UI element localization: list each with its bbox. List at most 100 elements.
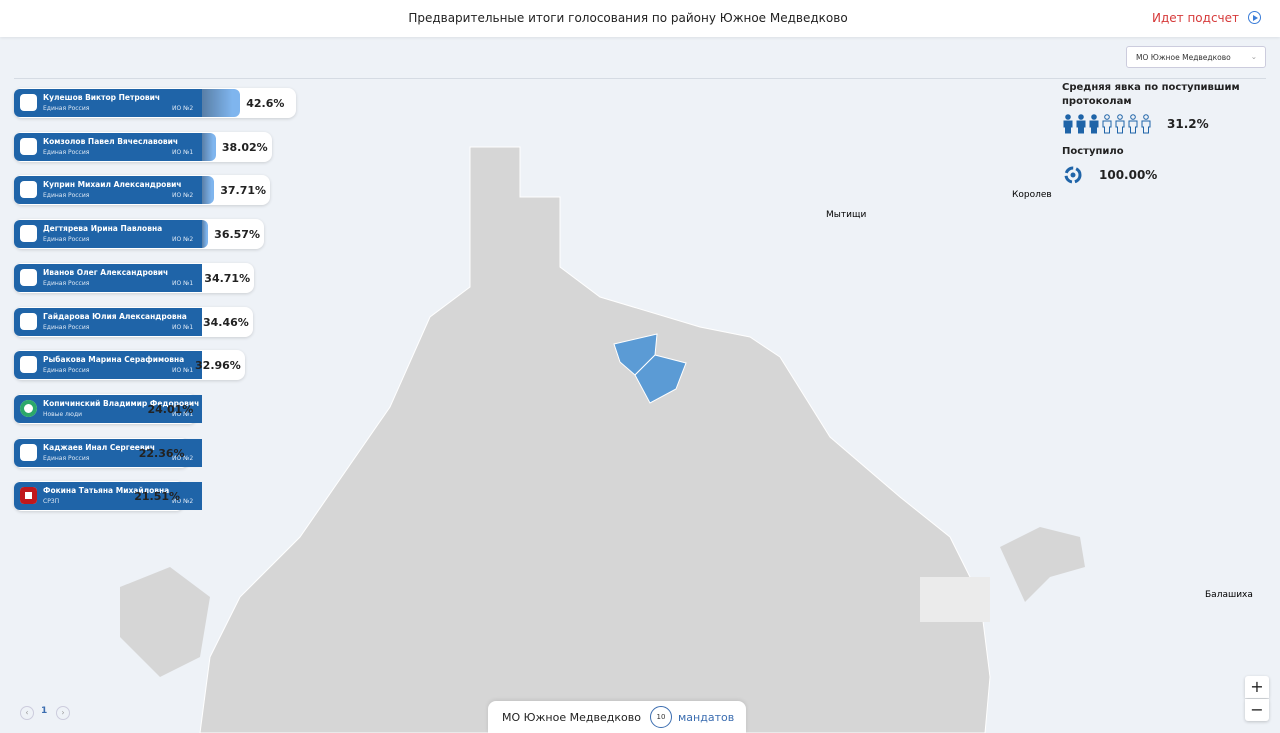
- percent-bar: [202, 89, 241, 117]
- candidate-district: ИО №1: [172, 148, 194, 156]
- candidate-party: СРЗП: [43, 498, 60, 506]
- candidate-district: ИО №2: [172, 498, 194, 506]
- candidate-percent: 34.46%: [202, 315, 249, 329]
- party-logo: [20, 312, 37, 330]
- candidate-district: ИО №1: [172, 367, 194, 375]
- percent-bar: [202, 132, 216, 161]
- candidate-name: Комзолов Павел Вячеславович: [43, 136, 179, 146]
- party-logo: [20, 356, 37, 374]
- party-logo: [20, 268, 37, 286]
- party-logo: [20, 94, 37, 111]
- candidate-district: ИО №1: [172, 279, 194, 287]
- candidate-name: Гайдарова Юлия Александровна: [43, 311, 187, 321]
- person-icon: [1076, 114, 1086, 134]
- received-value: 100.00%: [1099, 168, 1158, 182]
- candidate-info: [14, 89, 202, 117]
- bottom-district: МО Южное Медведково: [502, 711, 641, 724]
- candidate-info: [14, 132, 202, 161]
- received-icon: [1064, 166, 1082, 184]
- candidate-district: ИО №2: [172, 236, 194, 244]
- candidate-name: Рыбакова Марина Серафимовна: [43, 355, 185, 365]
- candidate-district: ИО №2: [172, 105, 194, 112]
- page-number[interactable]: 1: [41, 706, 48, 716]
- candidate-percent: 42.6%: [246, 97, 285, 110]
- mandates-label: мандатов: [678, 711, 735, 724]
- candidate-info: [14, 394, 202, 423]
- zoom-out[interactable]: −: [1245, 699, 1269, 721]
- mandates-count: 10: [650, 706, 672, 728]
- play-button[interactable]: [1248, 11, 1261, 24]
- candidate-name: Каджаев Инал Сергеевич: [43, 442, 156, 452]
- party-logo: [20, 487, 37, 505]
- turnout-icons: [1062, 114, 1153, 134]
- district-dropdown[interactable]: МО Южное Медведково ⌄: [1126, 46, 1266, 68]
- page-title: Предварительные итоги голосования по рай…: [408, 11, 848, 25]
- zoom-in[interactable]: +: [1245, 676, 1269, 698]
- person-icon: [1115, 114, 1125, 134]
- candidate-party: Единая Россия: [43, 367, 90, 375]
- separator: [14, 78, 1266, 79]
- dropdown-text: МО Южное Медведково: [1136, 53, 1231, 62]
- candidate-district: ИО №2: [172, 454, 194, 462]
- candidate-name: Куприн Михаил Александрович: [43, 180, 182, 190]
- candidate-name: Фокина Татьяна Михайловна: [43, 486, 170, 496]
- candidate-info: [14, 307, 202, 336]
- candidate-info: [14, 263, 202, 292]
- candidate-info: [14, 482, 202, 511]
- candidate-info: [14, 438, 202, 467]
- candidate-percent: 37.71%: [220, 184, 267, 198]
- person-icon: [1063, 114, 1073, 134]
- page-prev[interactable]: ‹: [20, 706, 34, 720]
- party-logo: [20, 443, 37, 461]
- header: Предварительные итоги голосования по рай…: [0, 0, 1280, 37]
- map: Мытищи Королев Балашиха: [120, 146, 1253, 733]
- candidate-percent: 22.36%: [138, 446, 185, 460]
- map-label: Королев: [1012, 190, 1052, 200]
- percent-bar: [202, 176, 215, 205]
- candidate-info: [14, 220, 202, 249]
- map-highlight: [634, 354, 687, 404]
- candidate-percent: 21.51%: [134, 490, 181, 504]
- candidate-name: Кулешов Виктор Петрович: [43, 93, 160, 102]
- candidate-district: ИО №1: [172, 410, 194, 418]
- candidate-party: Единая Россия: [43, 105, 90, 112]
- party-logo: [20, 399, 37, 417]
- bottom-panel: МО Южное Медведково 10 мандатов: [488, 701, 746, 733]
- candidate-party: Единая Россия: [43, 279, 90, 287]
- map-region: [199, 146, 991, 733]
- map-region: [1000, 527, 1085, 602]
- candidate-percent: 34.71%: [204, 271, 251, 285]
- candidate-name: Иванов Олег Александрович: [43, 267, 169, 277]
- candidate-name: Копичинский Владимир Федорович: [43, 398, 200, 408]
- party-logo: [20, 225, 37, 243]
- candidate-percent: 32.96%: [195, 359, 241, 373]
- status: Идет подсчет: [1152, 11, 1240, 25]
- candidate-name: Дегтярева Ирина Павловна: [43, 224, 163, 234]
- candidate-info: [14, 351, 202, 380]
- map-region: [120, 567, 210, 677]
- candidate-party: Единая Россия: [43, 192, 90, 200]
- dropdown-arrow: ⌄: [1250, 52, 1257, 61]
- map-label: Мытищи: [826, 210, 866, 220]
- candidate-district: ИО №1: [172, 323, 194, 331]
- candidate-party: Новые люди: [43, 410, 82, 418]
- turnout-title: Средняя явка по поступившим протоколам: [1062, 82, 1240, 107]
- party-logo: [20, 181, 37, 199]
- person-icon: [1089, 114, 1099, 134]
- candidate-percent: 38.02%: [221, 140, 268, 154]
- candidate-district: ИО №2: [172, 192, 194, 200]
- page-next[interactable]: ›: [56, 706, 70, 720]
- person-icon: [1141, 114, 1151, 134]
- candidate-party: Единая Россия: [43, 148, 90, 156]
- party-logo: [20, 137, 37, 155]
- candidate-percent: 24.01%: [147, 402, 194, 416]
- received-title[interactable]: Поступило: [1062, 146, 1124, 157]
- person-icon: [1128, 114, 1138, 134]
- map-label: Балашиха: [1205, 590, 1253, 600]
- candidate-info: [14, 176, 202, 205]
- candidate-party: Единая Россия: [43, 323, 90, 331]
- turnout-value: 31.2%: [1167, 117, 1209, 131]
- percent-bar: [202, 220, 209, 249]
